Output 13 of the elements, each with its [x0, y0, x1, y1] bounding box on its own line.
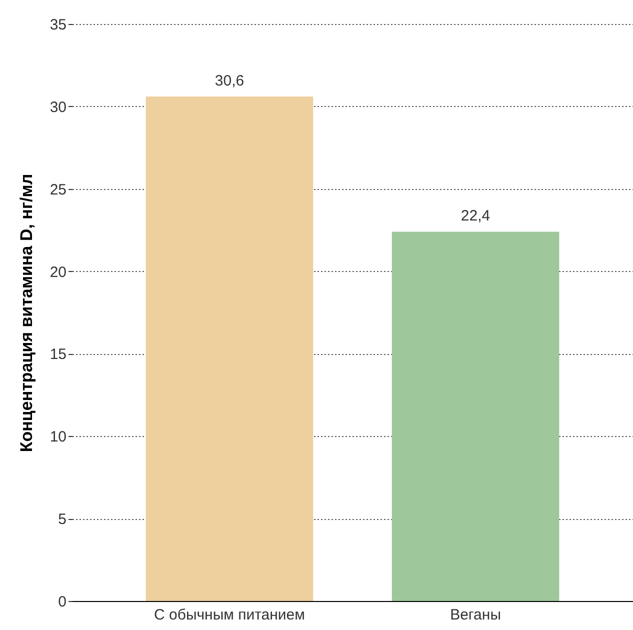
data-label: 30,6 — [214, 72, 244, 90]
y-tick-label: 0 — [58, 594, 66, 610]
y-tick-label: 10 — [50, 428, 66, 446]
y-tick-label: 25 — [50, 181, 66, 198]
x-tick-label: Веганы — [450, 606, 501, 624]
data-label: 22,4 — [460, 208, 490, 225]
y-tick-label: 20 — [50, 264, 66, 281]
x-tick-label: С обычным питанием — [154, 606, 305, 624]
y-tick-label: 5 — [58, 511, 66, 528]
y-axis-title: Концентрация витамина D, нг/мл — [16, 174, 36, 452]
y-tick-label: 35 — [50, 16, 66, 34]
y-tick-label: 30 — [50, 98, 66, 116]
y-tick-label: 15 — [50, 346, 66, 364]
